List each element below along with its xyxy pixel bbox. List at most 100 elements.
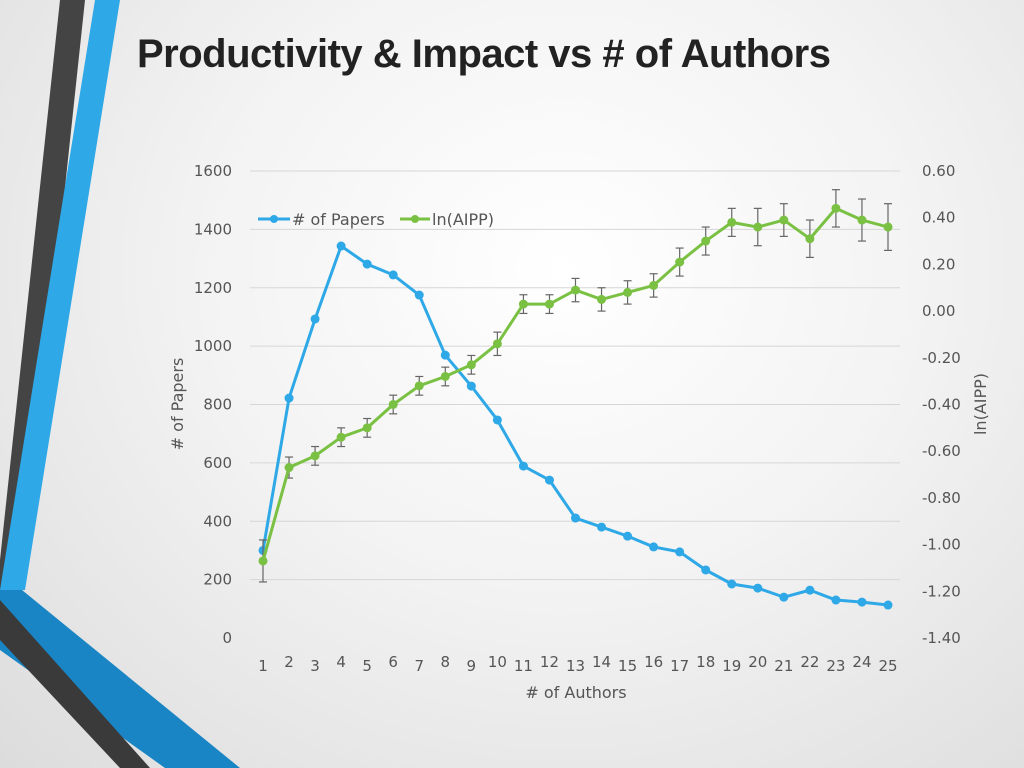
y2-tick-label: -1.20 (922, 582, 961, 600)
y-tick-label: 1000 (194, 337, 232, 355)
data-point (675, 257, 685, 267)
data-point (544, 475, 554, 485)
data-point (388, 400, 398, 409)
data-point (518, 461, 528, 471)
data-point (753, 583, 763, 593)
data-point (649, 280, 659, 290)
dark-stripe (0, 0, 85, 590)
y2-tick-label: -0.40 (922, 396, 961, 414)
x-tick-label: 14 (592, 653, 611, 671)
y-axis-label: # of Papers (168, 358, 187, 451)
y-tick-label: 400 (203, 512, 232, 530)
data-point (883, 222, 893, 232)
y-tick-label: 800 (203, 396, 232, 414)
data-point (284, 393, 294, 403)
data-point (440, 350, 450, 360)
legend-marker-aipp (411, 215, 419, 223)
y2-tick-label: 0.00 (922, 302, 955, 320)
x-tick-label: 13 (566, 657, 585, 675)
x-tick-label: 15 (618, 657, 637, 675)
legend-papers: # of Papers (292, 210, 385, 229)
blue-stripe (0, 0, 120, 590)
y-tick-label: 1600 (194, 162, 232, 180)
data-point (883, 600, 893, 610)
data-point (571, 285, 580, 295)
data-point (623, 287, 633, 297)
x-tick-label: 6 (388, 653, 398, 671)
legend-marker-papers (270, 215, 278, 223)
data-point (258, 556, 268, 566)
dark-corner (0, 600, 150, 768)
data-point (597, 294, 607, 304)
x-tick-label: 7 (414, 657, 424, 675)
y2-tick-label: -1.00 (922, 536, 961, 554)
blue-corner (0, 590, 240, 768)
data-point (571, 513, 580, 523)
x-tick-label: 22 (800, 653, 819, 671)
data-point (857, 215, 867, 225)
y-tick-label: 1200 (194, 279, 232, 297)
x-tick-label: 4 (336, 653, 346, 671)
x-tick-label: 20 (748, 653, 767, 671)
y2-tick-label: -0.80 (922, 489, 961, 507)
data-point (284, 463, 294, 473)
data-point (336, 241, 346, 251)
data-point (414, 381, 424, 391)
data-point (779, 592, 789, 602)
x-tick-label: 10 (488, 653, 507, 671)
data-point (492, 339, 502, 349)
data-point (805, 585, 815, 595)
data-point (362, 423, 372, 433)
y-tick-label: 200 (203, 571, 232, 589)
y-tick-label: 600 (203, 454, 232, 472)
x-tick-label: 12 (540, 653, 559, 671)
x-tick-label: 5 (362, 657, 372, 675)
x-tick-label: 17 (670, 657, 689, 675)
x-tick-label: 8 (441, 653, 451, 671)
data-point (466, 360, 476, 370)
y-tick-label: 0 (222, 629, 232, 647)
x-tick-label: 3 (310, 657, 320, 675)
data-point (857, 597, 867, 607)
x-tick-label: 2 (284, 653, 294, 671)
y2-tick-label: 0.60 (922, 162, 955, 180)
data-point (727, 579, 737, 589)
x-axis-label: # of Authors (525, 683, 626, 702)
series-line-1 (261, 206, 889, 562)
x-tick-label: 19 (722, 657, 741, 675)
data-point (623, 531, 633, 541)
data-point (336, 432, 346, 442)
x-tick-label: 24 (852, 653, 871, 671)
data-point (440, 371, 450, 381)
y2-tick-label: 0.20 (922, 255, 955, 273)
data-point (310, 314, 320, 324)
x-tick-label: 16 (644, 653, 663, 671)
data-point (388, 270, 398, 280)
y2-tick-label: 0.40 (922, 209, 955, 227)
x-tick-label: 11 (514, 657, 533, 675)
data-point (779, 215, 789, 225)
legend-aipp: ln(AIPP) (432, 210, 494, 229)
data-point (675, 547, 685, 557)
data-point (753, 222, 763, 232)
data-point (597, 522, 607, 532)
y2-tick-label: -0.20 (922, 349, 961, 367)
slide-title: Productivity & Impact vs # of Authors (137, 32, 831, 76)
data-point (414, 290, 424, 300)
data-point (518, 299, 528, 309)
y2-axis-label: ln(AIPP) (971, 373, 990, 435)
x-tick-label: 21 (774, 657, 793, 675)
x-tick-label: 1 (258, 657, 268, 675)
data-point (649, 542, 659, 552)
x-tick-label: 25 (878, 657, 897, 675)
x-tick-label: 18 (696, 653, 715, 671)
x-tick-label: 23 (826, 657, 845, 675)
legend: # of Papers ln(AIPP) (258, 210, 494, 229)
data-point (701, 236, 711, 246)
data-point (466, 381, 476, 391)
data-point (727, 217, 737, 227)
data-point (831, 595, 841, 605)
data-point (310, 451, 320, 461)
x-tick-label: 9 (467, 657, 477, 675)
